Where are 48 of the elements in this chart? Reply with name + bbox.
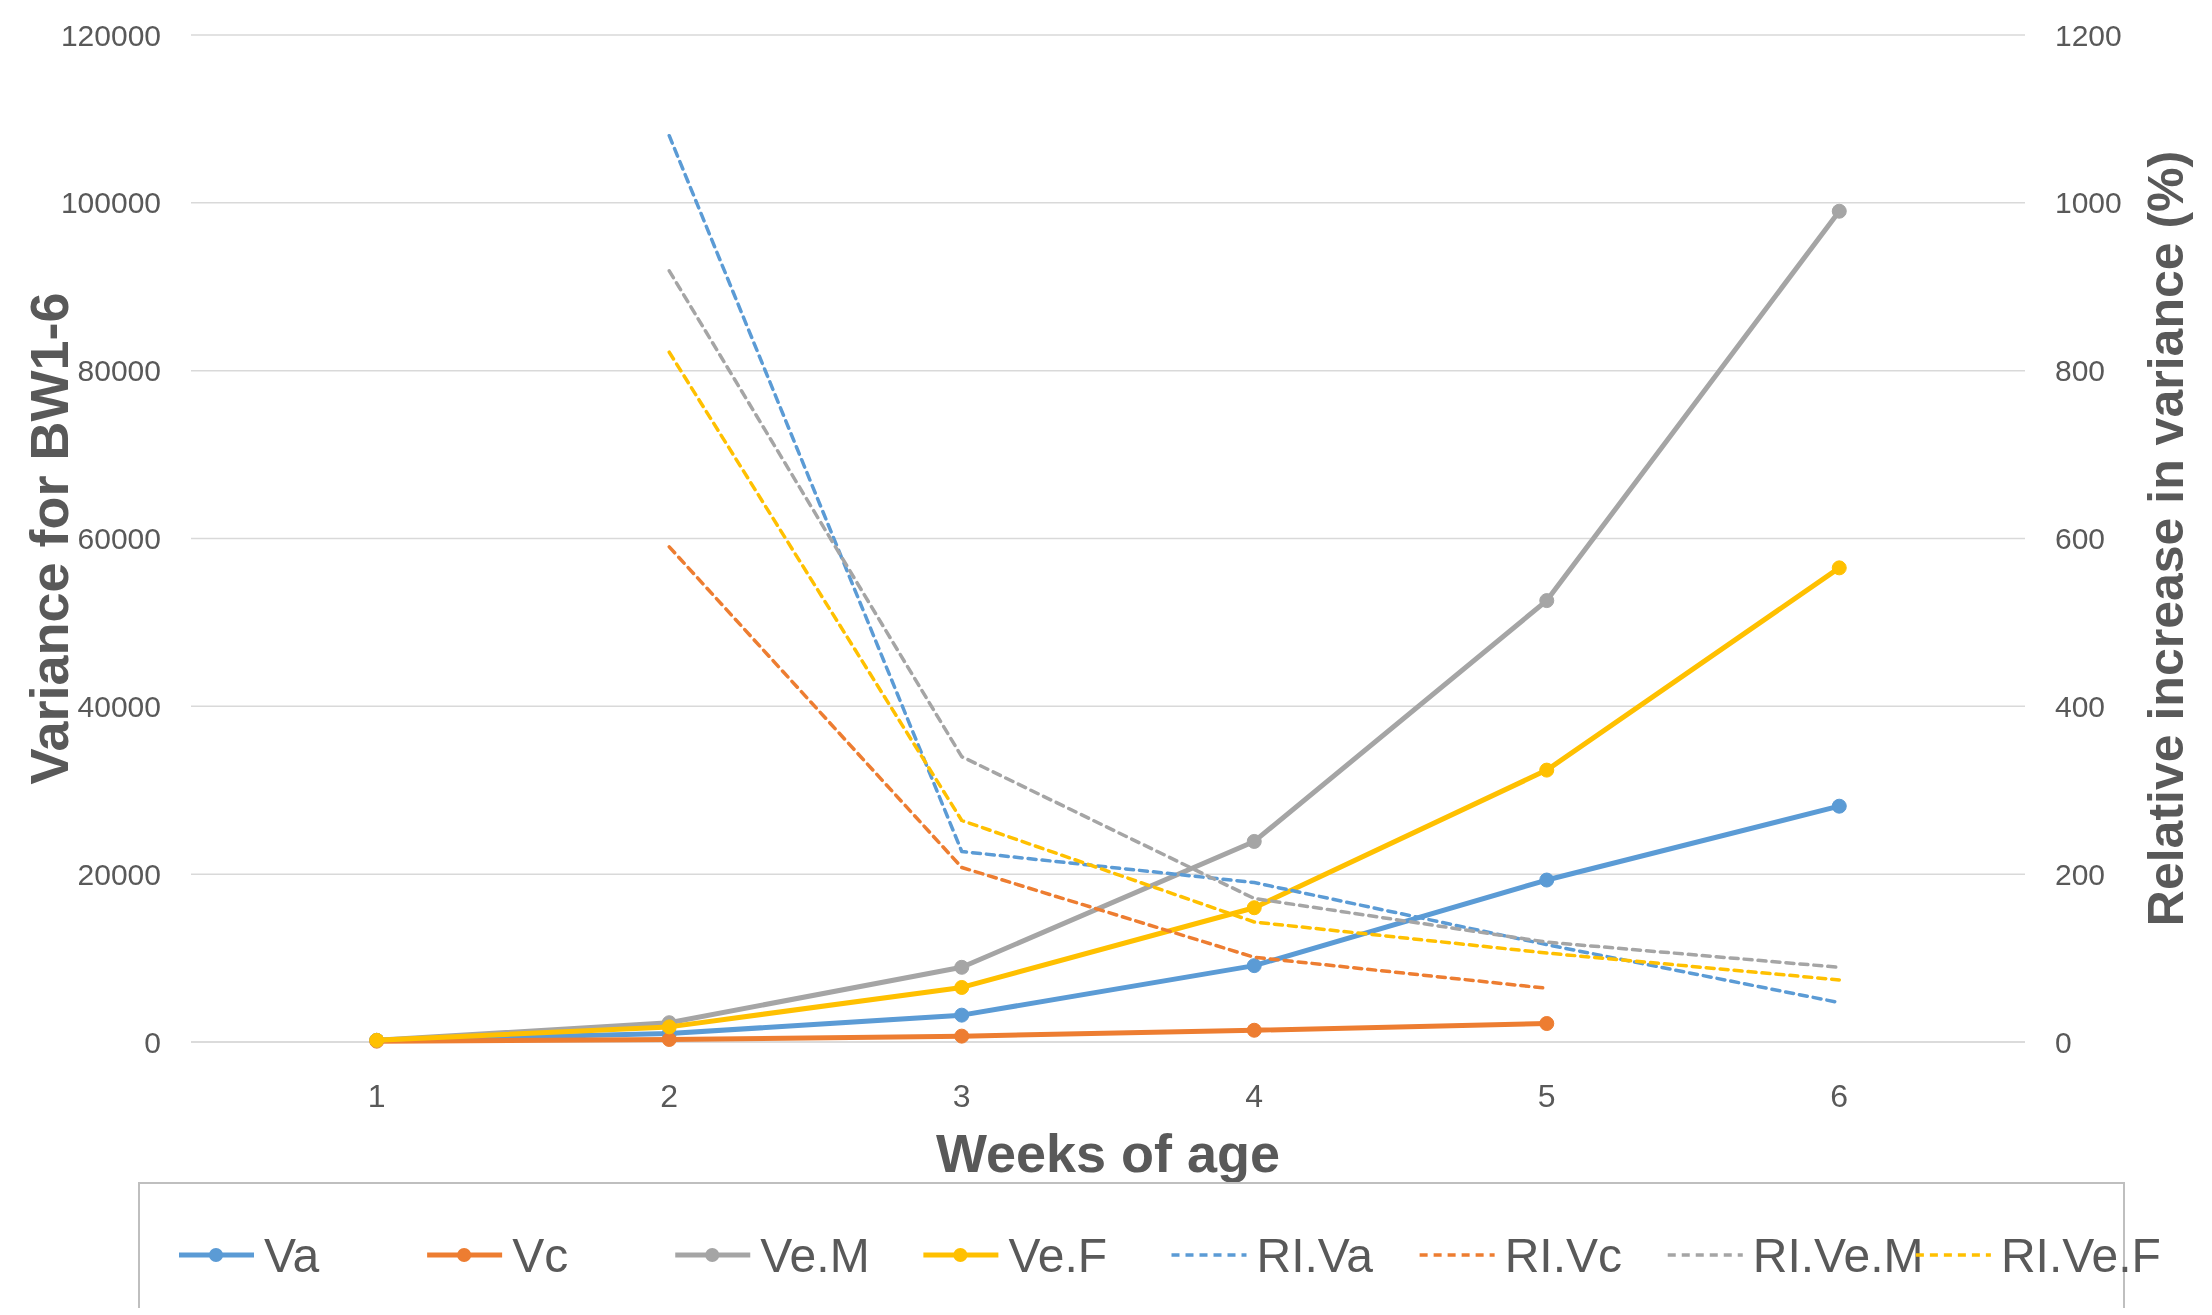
point	[1539, 762, 1555, 778]
y-tick-label: 100000	[60, 186, 161, 220]
legend-label: Ve.F	[1008, 1228, 1108, 1282]
y2-tick-label: 0	[2055, 1025, 2072, 1059]
point	[954, 1007, 970, 1023]
point	[1246, 1022, 1262, 1038]
x-tick-label: 6	[1830, 1078, 1849, 1114]
y2-tick-label: 600	[2055, 522, 2106, 555]
x-tick-label: 5	[1537, 1078, 1556, 1114]
point	[661, 1019, 677, 1035]
legend-label: RI.Ve.F	[2000, 1228, 2161, 1282]
point	[1246, 900, 1262, 916]
legend-label: Ve.M	[760, 1228, 870, 1282]
point	[954, 1028, 970, 1044]
y2-tick-label: 200	[2055, 857, 2106, 891]
legend-label: RI.Ve.M	[1752, 1228, 1924, 1282]
point	[1539, 593, 1555, 609]
point	[1246, 833, 1262, 849]
point	[1246, 958, 1262, 974]
y-axis-title: Variance for BW1-6	[19, 292, 79, 785]
point	[1831, 203, 1847, 219]
y-tick-label: 80000	[77, 354, 161, 388]
legend-label: RI.Va	[1256, 1228, 1374, 1282]
y2-tick-label: 1000	[2055, 186, 2122, 220]
x-axis-title: Weeks of age	[935, 1123, 1281, 1183]
y2-tick-label: 1200	[2055, 18, 2122, 52]
y-tick-label: 40000	[77, 689, 161, 723]
point	[1539, 1016, 1555, 1032]
y2-axis-title: Relative increase in variance (%)	[2138, 150, 2194, 927]
y-tick-label: 20000	[77, 857, 161, 891]
legend-label: Vc	[512, 1228, 569, 1282]
point	[661, 1031, 677, 1047]
legend-label: RI.Vc	[1504, 1228, 1622, 1282]
x-tick-label: 3	[952, 1078, 971, 1114]
y-tick-label: 0	[144, 1025, 161, 1059]
x-tick-label: 4	[1245, 1078, 1264, 1114]
y-tick-label: 60000	[77, 522, 161, 555]
y2-tick-label: 400	[2055, 689, 2106, 723]
point	[1831, 560, 1847, 576]
legend-label: Va	[264, 1228, 320, 1282]
point	[954, 959, 970, 975]
y-tick-label: 120000	[60, 18, 161, 52]
point	[1539, 872, 1555, 888]
y2-tick-label: 800	[2055, 354, 2106, 388]
point	[1831, 798, 1847, 814]
x-tick-label: 2	[660, 1078, 679, 1114]
x-tick-label: 1	[367, 1078, 386, 1114]
point	[954, 979, 970, 995]
